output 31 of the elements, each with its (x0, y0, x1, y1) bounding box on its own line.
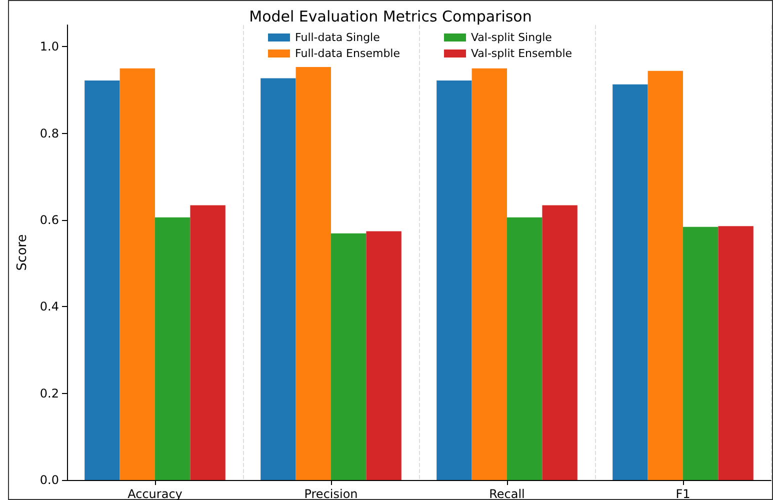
y-tick-label: 0.8 (40, 126, 59, 140)
x-tick-label: F1 (676, 487, 690, 500)
bar (366, 231, 402, 480)
bar (472, 68, 507, 480)
bar (296, 67, 331, 480)
bar (718, 226, 754, 480)
y-tick-label: 0.0 (40, 473, 59, 487)
chart-title: Model Evaluation Metrics Comparison (249, 8, 532, 26)
legend-label: Full-data Single (295, 31, 380, 44)
y-tick-label: 0.2 (40, 386, 59, 400)
bar (507, 217, 542, 480)
bar (84, 80, 120, 480)
bar (683, 226, 718, 480)
y-tick-label: 0.4 (40, 300, 59, 314)
legend-label: Val-split Ensemble (471, 47, 572, 60)
y-tick-label: 0.6 (40, 213, 59, 227)
legend-label: Val-split Single (471, 31, 552, 44)
bar (190, 205, 226, 480)
bar (612, 84, 648, 480)
bar (120, 68, 155, 480)
bar (260, 78, 296, 480)
bar (436, 80, 472, 480)
legend-label: Full-data Ensemble (295, 47, 400, 60)
bar (542, 205, 578, 480)
bar (648, 70, 683, 480)
y-tick-label: 1.0 (40, 40, 59, 54)
x-tick-label: Recall (489, 487, 525, 500)
y-axis-title: Score (15, 234, 30, 271)
bar (155, 217, 190, 480)
x-tick-label: Precision (304, 487, 358, 500)
bar (331, 233, 366, 480)
